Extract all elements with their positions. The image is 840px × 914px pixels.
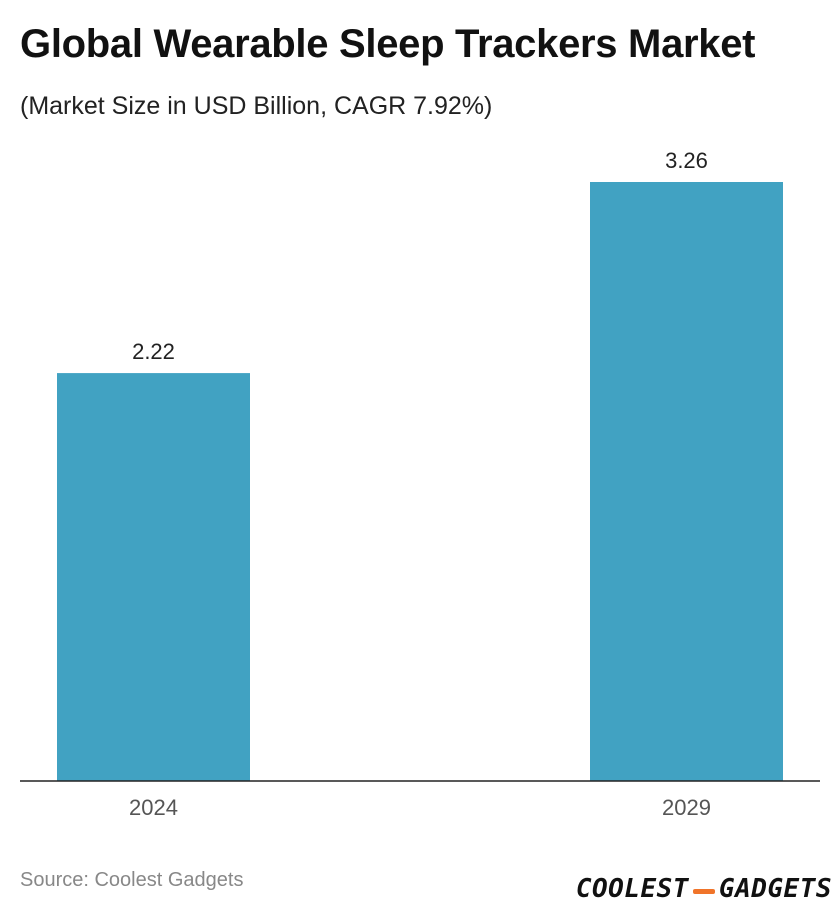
x-tick-label-2024: 2024 [129, 795, 178, 820]
labels-layer: 2.22 2024 3.26 2029 [129, 148, 711, 820]
chart-title: Global Wearable Sleep Trackers Market [20, 22, 756, 66]
data-label-2029: 3.26 [665, 148, 708, 173]
source-note: Source: Coolest Gadgets [20, 869, 244, 891]
chart-subtitle: (Market Size in USD Billion, CAGR 7.92%) [20, 92, 493, 120]
x-tick-label-2029: 2029 [662, 795, 711, 820]
brand-logo: COOLEST GADGETS [576, 874, 832, 904]
bars-layer [57, 182, 783, 781]
bar-2029 [590, 182, 783, 781]
brand-logo-dash [692, 888, 715, 894]
bar-2024 [57, 373, 250, 781]
brand-logo-right: GADGETS [718, 874, 832, 904]
data-label-2024: 2.22 [132, 339, 175, 364]
brand-logo-left: COOLEST [575, 874, 689, 904]
